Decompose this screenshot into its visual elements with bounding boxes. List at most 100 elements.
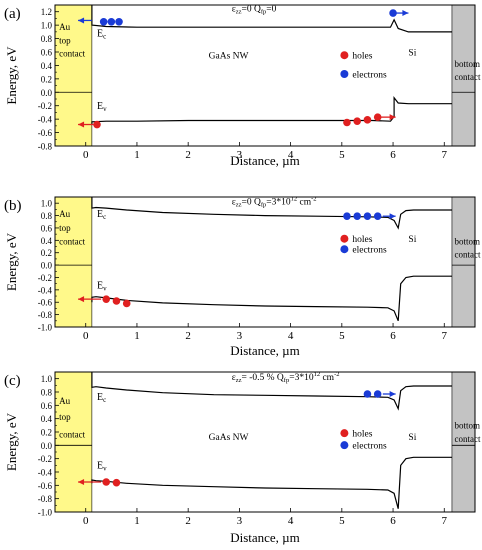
panel-2: 0 1 2 3 4 5 6 7-1.0-0.8-0.6-0.4-0.20.00.20.40.6… [4, 195, 481, 358]
x-tick-label: 0 [83, 149, 89, 161]
q-subscript: fp [261, 9, 266, 16]
y-tick-label: -0.2 [38, 101, 52, 111]
x-tick-label: 1 [134, 515, 140, 527]
q-exponent: 12 [291, 195, 298, 202]
y-tick-label: -0.6 [38, 128, 53, 138]
y-tick-label: 0.6 [41, 401, 53, 411]
electron-marker [107, 17, 116, 26]
x-tick-label: 7 [442, 515, 448, 527]
bottom-contact-label: contact [455, 72, 481, 82]
au-contact-label: contact [59, 237, 85, 247]
band-line-ev [91, 456, 452, 509]
x-tick-label: 1 [134, 149, 140, 161]
flow-arrow-head [78, 121, 85, 128]
y-tick-label: -0.4 [38, 468, 53, 478]
y-tick-label: -0.2 [38, 454, 52, 464]
bottom-contact-label: bottom [455, 59, 481, 69]
plot-frame [54, 371, 476, 513]
ev-subscript: v [103, 105, 107, 113]
q-symbol: Q [254, 5, 261, 15]
electron-marker [373, 212, 382, 220]
flow-arrow-head [78, 17, 85, 24]
y-tick-label: 0.2 [41, 428, 52, 438]
legend-holes-marker [340, 429, 349, 438]
q-symbol: Q [277, 373, 284, 383]
y-tick-label: -0.4 [38, 285, 53, 295]
x-tick-label: 0 [83, 330, 89, 342]
y-tick-label: 0.2 [41, 248, 52, 258]
hole-marker [102, 295, 111, 303]
bottom-contact-label: bottom [455, 237, 481, 247]
electron-marker [363, 212, 372, 220]
x-tick-label: 5 [339, 330, 345, 342]
y-axis-label: Energy, eV [4, 46, 19, 105]
y-tick-label: -0.8 [38, 494, 53, 504]
parameter-annotation: εzz=0 Qfp=3*1012 cm-2 [232, 195, 317, 208]
au-contact-label: top [59, 412, 71, 422]
ec-label: Ec [97, 209, 106, 221]
si-label: Si [408, 235, 416, 245]
ev-label: Ev [97, 281, 107, 293]
hole-marker [102, 478, 111, 486]
q-exponent: 12 [314, 371, 321, 378]
q-unit: cm [297, 197, 312, 207]
x-tick-label: 7 [442, 330, 448, 342]
au-contact-label: contact [59, 429, 85, 439]
panel-label: (b) [4, 198, 22, 214]
q-value: =3*10 [289, 373, 314, 383]
flow-arrow-head [389, 114, 396, 121]
legend-holes-label: holes [352, 52, 372, 62]
bottom-contact-region [451, 197, 475, 327]
y-tick-label: -0.6 [38, 298, 53, 308]
panel-1: 0 1 2 3 4 5 6 7 -0.8 -0.6 -0.4 -0.2 0.0 0.2 0.4 0.6 0.8 1… [4, 4, 481, 168]
ec-label: Ec [97, 392, 106, 404]
q-value: =3*10 [266, 197, 291, 207]
eps-value: =0 [241, 5, 253, 15]
parameter-annotation: εzz=0 Qfp=0 [232, 5, 277, 16]
au-contact-label: Au [59, 22, 70, 32]
q-subscript: fp [261, 201, 266, 208]
legend-electrons-marker [340, 441, 349, 450]
x-tick-label: 7 [442, 149, 448, 161]
panel-3: 0 1 2 3 4 5 6 7-1.0-0.8-0.6-0.4-0.20.00.20.40.6… [4, 371, 481, 545]
flow-arrow-head [402, 10, 409, 17]
gaas-nw-label: GaAs NW [209, 52, 249, 62]
hole-marker [93, 120, 101, 129]
legend-electrons-label: electrons [352, 71, 387, 81]
au-top-contact-region [55, 372, 92, 512]
electron-marker [373, 390, 382, 398]
flow-arrow-head [78, 296, 85, 303]
flow-arrow-head [78, 479, 85, 485]
legend-electrons-marker [340, 245, 349, 254]
hole-marker [373, 113, 382, 121]
au-top-contact-region [55, 5, 92, 146]
au-contact-label: Au [59, 396, 70, 406]
parameter-annotation: εzz= -0.5 % Qfp=3*1012 cm-2 [232, 371, 340, 384]
y-tick-label: 1.0 [41, 21, 53, 31]
ev-label: Ev [97, 101, 107, 113]
au-contact-label: top [59, 223, 71, 233]
flow-arrow-head [389, 391, 396, 397]
y-tick-label: 0.4 [41, 61, 53, 71]
au-contact-label: Au [59, 209, 70, 219]
bottom-contact-label: contact [455, 434, 481, 444]
band-line-ec [91, 372, 452, 411]
band-line-ev [91, 275, 452, 322]
gaas-nw-label: GaAs NW [209, 433, 249, 443]
x-tick-label: 0 [83, 515, 89, 527]
panel-label: (c) [4, 373, 21, 389]
x-axis-label: Distance, µm [230, 343, 300, 358]
q-unit-exponent: -2 [334, 371, 339, 378]
hole-marker [112, 478, 121, 487]
x-tick-label: 3 [237, 330, 243, 342]
si-label: Si [408, 433, 416, 443]
q-unit-exponent: -2 [311, 195, 316, 202]
x-axis-label: Distance, µm [230, 530, 300, 545]
hole-marker [112, 297, 121, 305]
eps-subscript: zz [236, 9, 242, 16]
x-tick-label: 3 [237, 149, 243, 161]
y-tick-label: 0.2 [41, 74, 52, 84]
band-line-ec [91, 197, 452, 230]
y-tick-label: 0.8 [41, 388, 53, 398]
ev-label: Ev [97, 461, 107, 473]
